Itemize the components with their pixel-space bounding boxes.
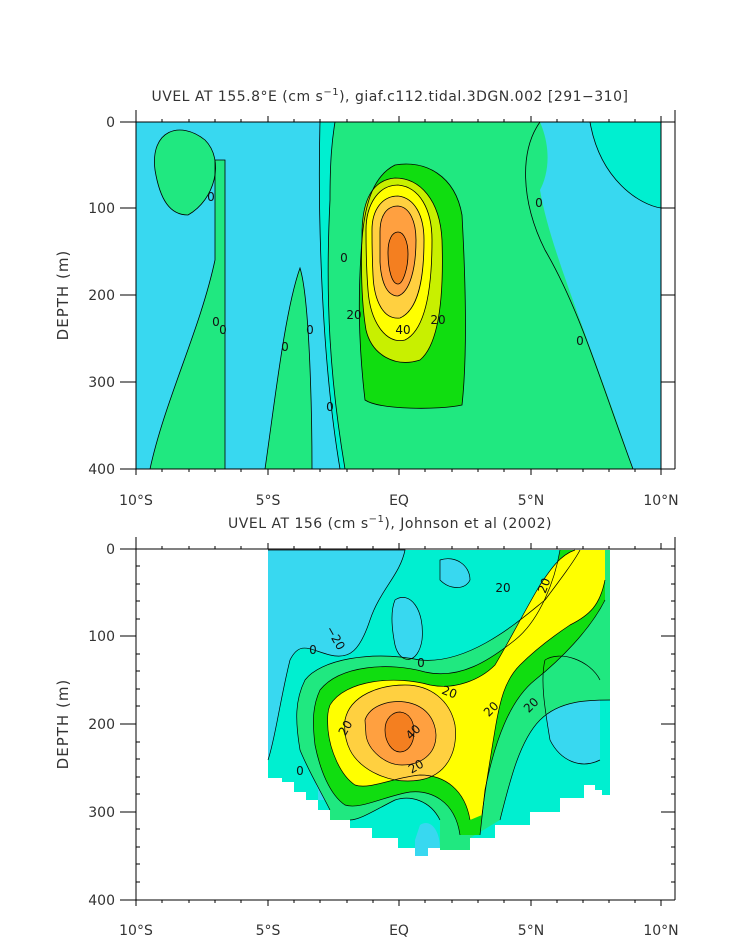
panel1-contour-east: [525, 122, 661, 469]
panel1-contour-label: 0: [535, 196, 543, 210]
panel1-title: UVEL AT 155.8°E (cm s−1), giaf.c112.tida…: [152, 87, 629, 105]
panel2-ytick: 400: [88, 893, 115, 909]
panel2-contour-label: 0: [417, 656, 425, 670]
panel2-contour-20: [313, 549, 606, 836]
panel1-ylabel: DEPTH (m): [54, 250, 72, 341]
panel1-contour-label: 0: [219, 323, 227, 337]
panel1-contour-60: [379, 205, 417, 297]
panel1-contour-label: 0: [207, 190, 215, 204]
panel1-xtick: 10°S: [119, 493, 153, 509]
panel2-contour-small: [391, 558, 601, 765]
panel1-contour-label: 20: [346, 308, 361, 322]
panel1-contour-label: 0: [576, 334, 584, 348]
panel1-contour-40: [365, 184, 433, 341]
panel2-xtick: 5°N: [518, 923, 544, 939]
panel1-contours: [136, 122, 661, 469]
panel1-xtick: 5°N: [518, 493, 544, 509]
panel2-x-ticklabels: 10°S 5°S EQ 5°N 10°N: [119, 923, 679, 939]
panel1-fill-10-20-blob: [154, 130, 216, 215]
panel1-ticks: [120, 116, 675, 475]
panel1-x-ticklabels: 10°S 5°S EQ 5°N 10°N: [119, 493, 679, 509]
panel1-xtick: 10°N: [643, 493, 678, 509]
panel1-contour-50: [371, 195, 425, 319]
panel1-ytick: 300: [88, 375, 115, 391]
panel2-contour-neg: [267, 549, 406, 761]
panel1-contour-label: 40: [395, 323, 410, 337]
panel2-fill-neg-3: [440, 558, 470, 588]
panel2-title: UVEL AT 156 (cm s−1), Johnson et al (200…: [228, 514, 552, 532]
panel1-contour-label: 0: [212, 315, 220, 329]
panel2-xtick: EQ: [389, 923, 409, 939]
panel2-ytick: 300: [88, 805, 115, 821]
panel-model: UVEL AT 155.8°E (cm s−1), giaf.c112.tida…: [54, 87, 679, 509]
panel2-xtick: 10°N: [643, 923, 678, 939]
panel1-contour-west: [318, 122, 346, 469]
panel2-fill-neg-1: [268, 550, 405, 760]
panel1-ytick: 100: [88, 201, 115, 217]
panel-observed: UVEL AT 156 (cm s−1), Johnson et al (200…: [54, 514, 679, 939]
panel2-contour-label: 0: [296, 764, 304, 778]
panel2-contour-10: [296, 549, 611, 821]
panel1-contour-label: 0: [281, 340, 289, 354]
panel1-contour-70: [387, 231, 409, 285]
panel1-ytick: 400: [88, 462, 115, 478]
panel2-contour-label: 20: [495, 581, 510, 595]
panel2-ylabel: DEPTH (m): [54, 679, 72, 770]
panel1-contour-20: [358, 163, 466, 409]
panel1-contour-label: 0: [306, 323, 314, 337]
panel2-contour-label: 20: [406, 757, 426, 777]
panel2-ytick: 0: [106, 542, 115, 558]
panel2-contour-30: [327, 549, 606, 821]
panel2-fill-neg-6: [415, 822, 440, 856]
panel2-contour-label: 0: [309, 643, 317, 657]
panel2-contour-50: [364, 701, 437, 766]
panel2-ytick: 200: [88, 717, 115, 733]
panel2-contour-label: 20: [535, 576, 553, 595]
panel1-contour-labels: 0 0 0 0 0 0 0 0 0 20 40 20: [207, 190, 584, 414]
panel1-contour-label: 20: [430, 313, 445, 327]
panel1-ytick: 200: [88, 288, 115, 304]
panel2-xtick: 5°S: [256, 923, 281, 939]
panel1-contour-label: 0: [326, 400, 334, 414]
panel2-fill-60: [385, 712, 414, 752]
panel2-contour-60: [384, 711, 415, 753]
panel1-xtick: 5°S: [256, 493, 281, 509]
panel1-fill-10-20-mid: [265, 268, 312, 469]
panel1-contour-30: [361, 177, 443, 363]
panel2-ytick: 100: [88, 629, 115, 645]
panel1-contour-tongue: [149, 159, 226, 469]
panel1-fill-neg-east: [525, 122, 661, 469]
panel2-contour-label: 20: [336, 718, 356, 738]
panel2-y-ticklabels: 0 100 200 300 400: [88, 542, 115, 909]
panel1-fill-10-20-west: [150, 160, 225, 469]
panel1-contour-mid: [264, 266, 313, 469]
panel2-contour-40: [344, 684, 456, 782]
panel1-ytick: 0: [106, 115, 115, 131]
panel2-xtick: 10°S: [119, 923, 153, 939]
panel1-fill-70: [388, 232, 408, 284]
panel1-contour-label: 0: [340, 251, 348, 265]
panel2-contours: [267, 549, 611, 856]
panel2-ticks: [120, 543, 675, 906]
panel1-xtick: EQ: [389, 493, 409, 509]
panel2-fill-neg-2: [391, 597, 423, 660]
panel2-contour-label: 20: [440, 683, 459, 701]
panel1-y-ticklabels: 0 100 200 300 400: [88, 115, 115, 478]
